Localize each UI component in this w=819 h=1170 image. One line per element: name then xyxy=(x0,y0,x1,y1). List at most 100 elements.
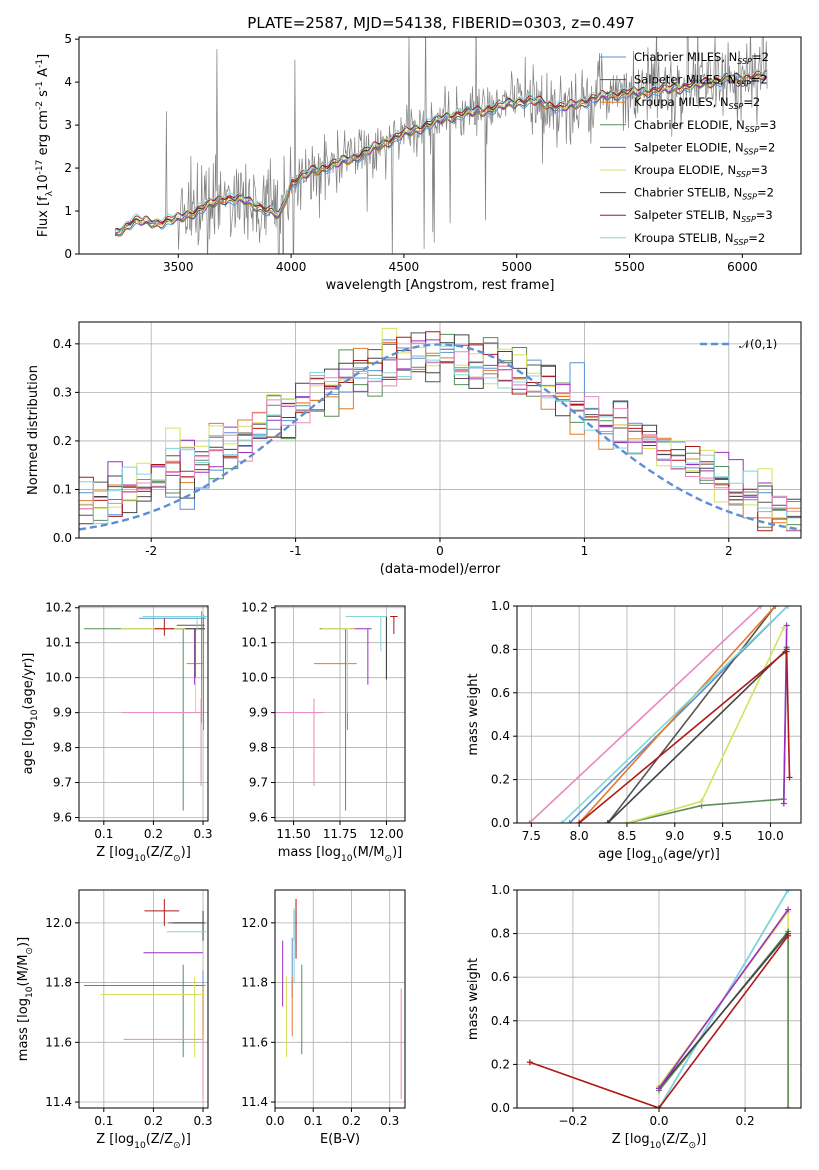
weight-marker xyxy=(558,820,565,823)
weight-marker xyxy=(623,820,630,823)
y-tick-label: 1.0 xyxy=(491,883,510,897)
legend-suffix: =3 xyxy=(756,208,773,222)
x-tick-label: 8.5 xyxy=(617,829,636,843)
x-tick-label: -2 xyxy=(145,544,157,558)
y-tick-label: 10.0 xyxy=(241,671,268,685)
x-tick-label: 0.2 xyxy=(736,1114,755,1128)
y-tick-label: 2 xyxy=(64,161,72,175)
y-tick-label: 11.8 xyxy=(45,976,72,990)
x-tick-label: 11.50 xyxy=(276,827,310,841)
y-tick-label: 0.8 xyxy=(491,642,510,656)
y-tick-label: 11.8 xyxy=(241,976,268,990)
normal-distribution-curve xyxy=(79,343,801,531)
y-tick-label: 9.8 xyxy=(249,741,268,755)
text-run: -1 xyxy=(35,81,45,90)
x-tick-label: 7.5 xyxy=(522,829,541,843)
plot-area xyxy=(83,898,207,1100)
text-run: 10 xyxy=(134,854,146,864)
weight-marker xyxy=(698,798,705,805)
x-axis-label: wavelength [Angstrom, rest frame] xyxy=(326,278,555,293)
y-tick-label: 0.3 xyxy=(53,385,72,399)
plot-area xyxy=(114,37,768,254)
legend-subscript: SSP xyxy=(737,57,752,66)
text-run: ⊙ xyxy=(25,947,35,955)
x-tick-label: 4500 xyxy=(389,260,420,274)
x-tick-label: 3500 xyxy=(163,260,194,274)
legend-entry: Chabrier STELIB, NSSP=2 xyxy=(634,186,774,202)
legend-entry: Kroupa ELODIE, NSSP=3 xyxy=(634,163,768,179)
axes-frame xyxy=(78,605,209,822)
y-tick-label: 0.0 xyxy=(491,816,510,830)
y-tick-label: 9.6 xyxy=(53,811,72,825)
x-axis-label: E(B-V) xyxy=(320,1132,360,1147)
text-run: -1 xyxy=(35,59,45,68)
weight-series xyxy=(623,624,787,823)
legend-subscript: SSP xyxy=(742,193,757,202)
y-tick-label: 10.1 xyxy=(45,636,72,650)
x-tick-label: 9.5 xyxy=(713,829,732,843)
y-tick-label: 0.2 xyxy=(491,773,510,787)
y-tick-label: 12.0 xyxy=(45,916,72,930)
x-tick-label: 0.0 xyxy=(265,1114,284,1128)
text-run: 10 xyxy=(36,174,51,191)
weight-series-line xyxy=(658,933,789,1089)
legend-subscript: SSP xyxy=(745,125,760,134)
y-tick-label: 1.0 xyxy=(491,599,510,613)
error-bar-point xyxy=(154,618,175,636)
y-tick-label: 0.4 xyxy=(491,1014,510,1028)
x-tick-label: 0.3 xyxy=(193,827,212,841)
legend-text: Salpeter STELIB, N xyxy=(634,208,741,222)
weight-series xyxy=(576,606,779,823)
text-run: mass [log xyxy=(278,845,341,860)
text-run: Z [log xyxy=(612,1132,650,1147)
text-run: (data-model)/error xyxy=(380,562,501,577)
legend-entry: 𝒩(0,1) xyxy=(739,337,777,351)
legend-subscript: SSP xyxy=(734,238,749,247)
x-tick-label: 5000 xyxy=(501,260,532,274)
legend-suffix: =3 xyxy=(751,163,768,177)
text-run: s xyxy=(36,90,51,101)
y-tick-label: 12.0 xyxy=(241,916,268,930)
plot-area xyxy=(526,890,792,1108)
weight-marker xyxy=(785,932,792,939)
y-axis-label: mass weight xyxy=(466,958,481,1040)
x-tick-label: 0.3 xyxy=(193,1114,212,1128)
y-tick-label: 9.9 xyxy=(53,706,72,720)
legend-subscript: SSP xyxy=(741,215,756,224)
text-run: ] xyxy=(36,54,51,59)
text-run: 10 xyxy=(30,709,40,721)
gridlines xyxy=(517,605,801,824)
weight-series xyxy=(526,932,792,1108)
x-tick-label: 0.2 xyxy=(342,1114,361,1128)
x-tick-label: 0.1 xyxy=(304,1114,323,1128)
text-run: (age/yr)] xyxy=(21,653,36,710)
text-run: 10 xyxy=(134,1141,146,1151)
y-tick-label: 1 xyxy=(64,204,72,218)
legend-subscript: SSP xyxy=(736,170,751,179)
legend-entry: Chabrier ELODIE, NSSP=3 xyxy=(634,118,776,134)
weight-series xyxy=(656,930,792,1092)
y-tick-label: 0.4 xyxy=(491,729,510,743)
weight-series xyxy=(656,906,792,1092)
gridlines xyxy=(274,890,405,1108)
text-run: (M/M xyxy=(353,845,385,860)
x-axis-label: Z [log10(Z/Z⊙)] xyxy=(96,845,191,864)
error-bar-point xyxy=(319,628,347,811)
text-run: wavelength [Angstrom, rest frame] xyxy=(326,278,555,293)
y-tick-label: 9.7 xyxy=(249,776,268,790)
x-tick-label: 0.2 xyxy=(144,827,163,841)
text-run: Flux [f xyxy=(36,196,51,237)
y-tick-label: 3 xyxy=(64,118,72,132)
legend-entry: Kroupa STELIB, NSSP=2 xyxy=(634,231,765,247)
y-tick-label: 11.6 xyxy=(241,1035,268,1049)
model-fit-line xyxy=(114,70,767,231)
legend-suffix: =2 xyxy=(758,140,775,154)
legend-entry: Salpeter STELIB, NSSP=3 xyxy=(634,208,773,224)
legend-entry: Salpeter ELODIE, NSSP=2 xyxy=(634,140,775,156)
text-run: -17 xyxy=(35,159,45,174)
error-bar-point xyxy=(185,628,206,678)
x-tick-label: 5500 xyxy=(614,260,645,274)
error-bar-point xyxy=(83,628,204,811)
y-tick-label: 0.2 xyxy=(53,434,72,448)
weight-series-line xyxy=(569,606,789,823)
